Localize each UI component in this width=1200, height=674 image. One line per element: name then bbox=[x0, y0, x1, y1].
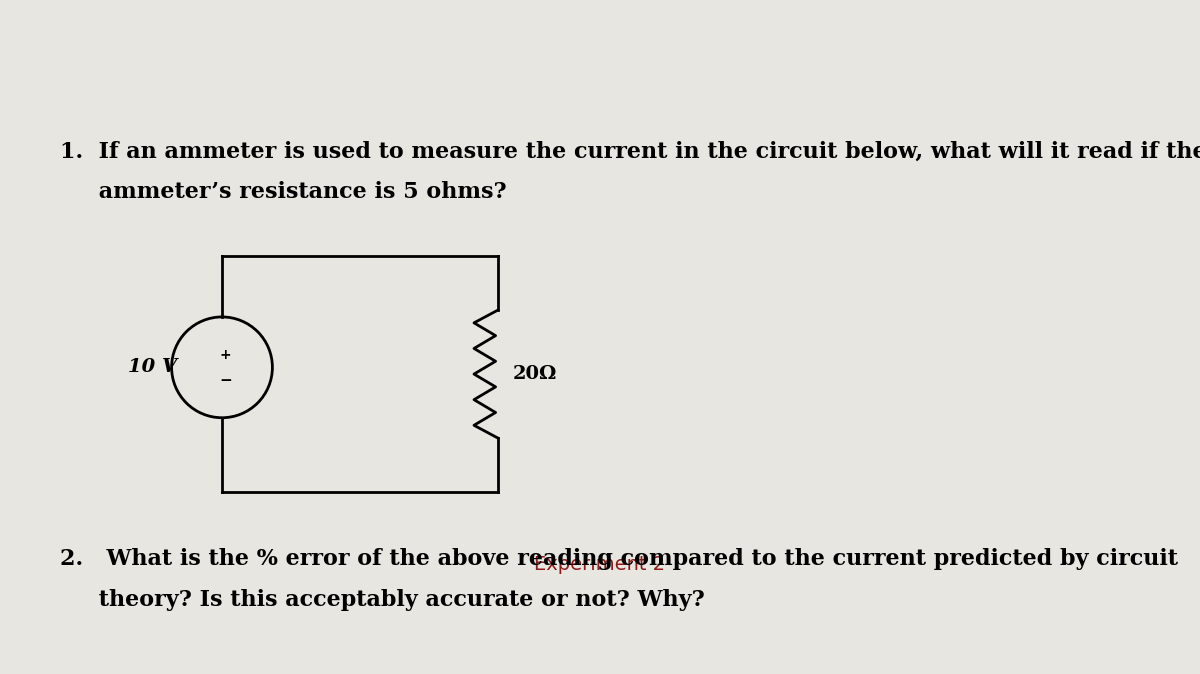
Text: theory? Is this acceptably accurate or not? Why?: theory? Is this acceptably accurate or n… bbox=[60, 589, 704, 611]
Text: 10 V: 10 V bbox=[128, 359, 176, 376]
Text: 1.  If an ammeter is used to measure the current in the circuit below, what will: 1. If an ammeter is used to measure the … bbox=[60, 141, 1200, 162]
Text: −: − bbox=[220, 373, 232, 388]
Text: ammeter’s resistance is 5 ohms?: ammeter’s resistance is 5 ohms? bbox=[60, 181, 506, 203]
Text: Experiment 2: Experiment 2 bbox=[534, 555, 666, 574]
Text: 20Ω: 20Ω bbox=[512, 365, 557, 383]
Text: +: + bbox=[220, 348, 232, 362]
Text: 2.   What is the % error of the above reading compared to the current predicted : 2. What is the % error of the above read… bbox=[60, 549, 1178, 570]
